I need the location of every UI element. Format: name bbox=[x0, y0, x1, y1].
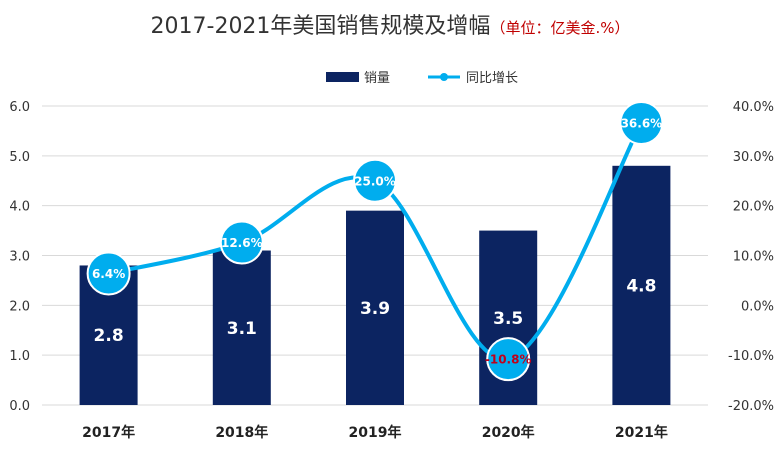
chart-title-unit: （单位：亿美金.%） bbox=[490, 19, 629, 37]
bar-data-label: 3.9 bbox=[360, 299, 390, 319]
y-right-tick-label: 20.0% bbox=[733, 200, 774, 215]
chart-title: 2017-2021年美国销售规模及增幅（单位：亿美金.%） bbox=[151, 14, 630, 39]
x-tick-label: 2021年 bbox=[615, 424, 668, 441]
bar-data-label: 3.5 bbox=[493, 309, 523, 329]
y-right-tick-label: -20.0% bbox=[728, 399, 774, 414]
y-left-tick-label: 5.0 bbox=[9, 150, 30, 165]
legend-line-marker bbox=[440, 73, 448, 81]
bar-data-label: 3.1 bbox=[227, 319, 257, 339]
y-axis-left: 0.0 1.0 2.0 3.0 4.0 5.0 6.0 bbox=[9, 100, 30, 414]
line-point bbox=[219, 220, 264, 265]
line-point bbox=[86, 251, 131, 296]
legend: 销量 同比增长 bbox=[326, 71, 518, 86]
y-right-tick-label: 40.0% bbox=[733, 100, 774, 115]
bar bbox=[612, 165, 671, 405]
y-left-tick-label: 0.0 bbox=[9, 399, 30, 414]
line-data-label: 36.6% bbox=[621, 116, 663, 130]
y-left-tick-label: 6.0 bbox=[9, 100, 30, 115]
legend-bar-label: 销量 bbox=[364, 71, 390, 86]
y-left-tick-label: 3.0 bbox=[9, 250, 30, 265]
y-right-tick-label: 30.0% bbox=[733, 150, 774, 165]
y-axis-right: -20.0% -10.0% 0.0% 10.0% 20.0% 30.0% 40.0% bbox=[728, 100, 774, 414]
chart-title-main: 2017-2021年美国销售规模及增幅 bbox=[151, 14, 491, 39]
bar-data-label: 2.8 bbox=[94, 326, 124, 346]
line-data-label: 12.6% bbox=[221, 236, 263, 250]
y-left-tick-label: 4.0 bbox=[9, 200, 30, 215]
line-data-label: 6.4% bbox=[92, 267, 125, 281]
line-point bbox=[353, 158, 397, 203]
bar bbox=[212, 250, 271, 405]
y-right-tick-label: -10.0% bbox=[728, 349, 774, 364]
line-data-label: 25.0% bbox=[354, 174, 396, 188]
x-tick-label: 2019年 bbox=[349, 424, 402, 441]
y-right-tick-label: 0.0% bbox=[741, 299, 774, 314]
x-tick-label: 2017年 bbox=[82, 424, 135, 441]
legend-line-label: 同比增长 bbox=[466, 71, 518, 86]
x-tick-label: 2018年 bbox=[215, 424, 268, 441]
bar-data-label: 4.8 bbox=[626, 276, 656, 296]
line-series: 6.4% 12.6% 25.0% -10.8% 36.6% bbox=[86, 100, 664, 382]
y-right-tick-label: 10.0% bbox=[733, 250, 774, 265]
x-tick-label: 2020年 bbox=[482, 424, 535, 441]
legend-bar-swatch bbox=[326, 72, 359, 82]
y-left-tick-label: 1.0 bbox=[9, 349, 30, 364]
x-axis: 2017年 2018年 2019年 2020年 2021年 bbox=[82, 424, 668, 441]
line-point bbox=[486, 337, 531, 382]
y-left-tick-label: 2.0 bbox=[9, 299, 30, 314]
bar bbox=[346, 210, 404, 405]
bar-series: 2.8 3.1 3.9 3.5 4.8 bbox=[79, 165, 671, 405]
line-point bbox=[619, 100, 664, 145]
line-data-label: -10.8% bbox=[485, 353, 532, 367]
